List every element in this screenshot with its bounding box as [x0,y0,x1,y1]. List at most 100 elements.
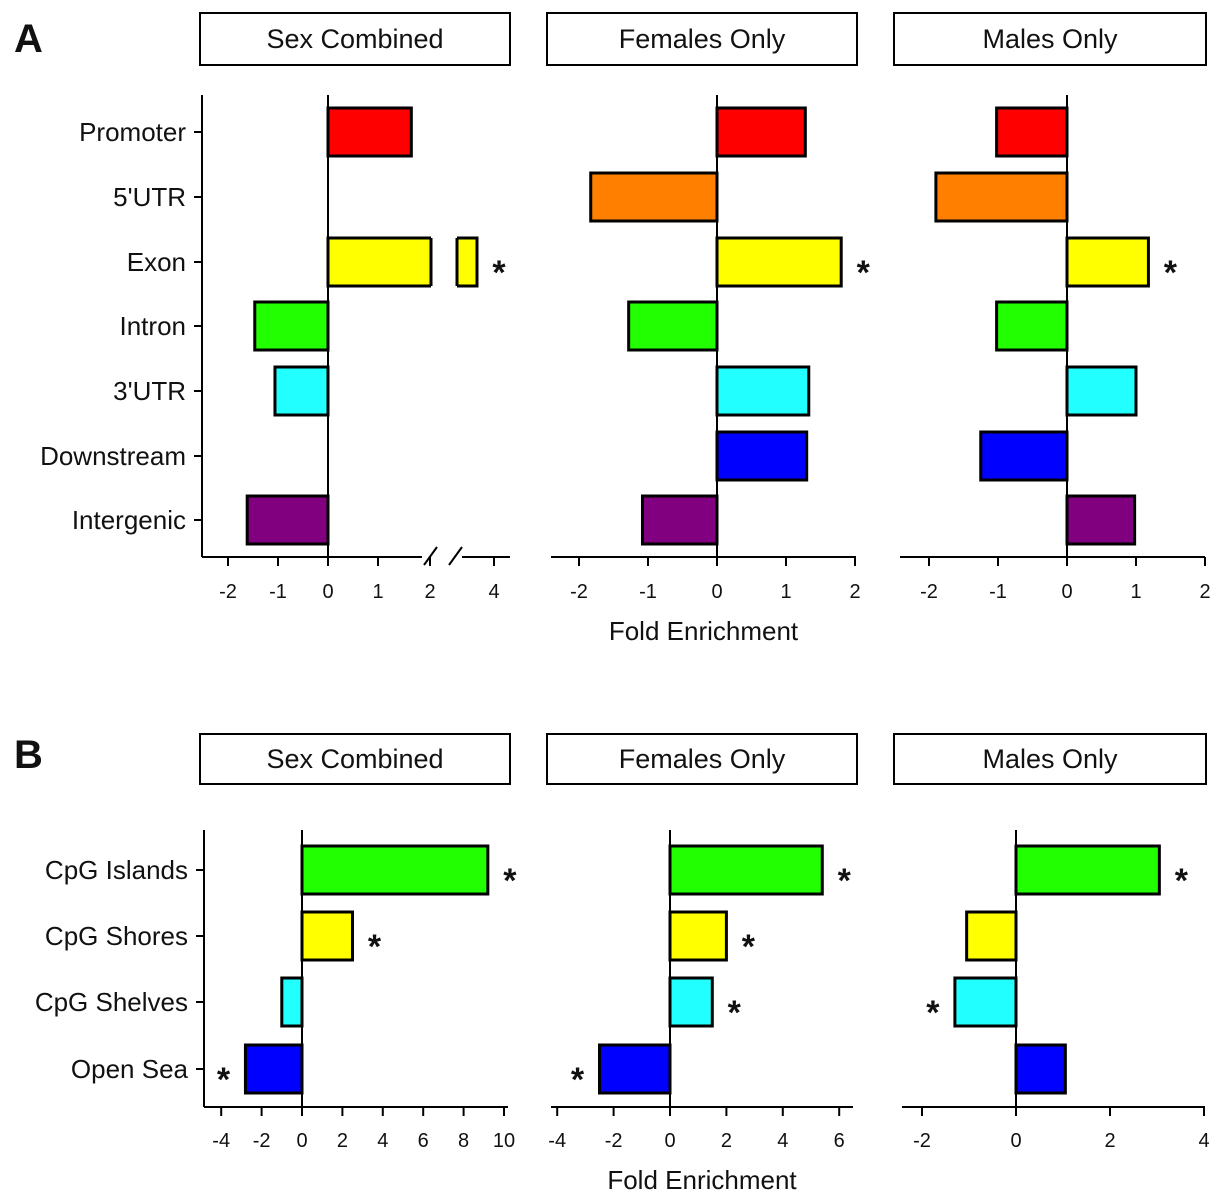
bar [1014,844,1161,896]
category-label: CpG Shelves [35,987,188,1017]
bar [995,106,1069,158]
x-tick-label: 2 [721,1130,732,1152]
x-tick-label: 2 [1199,581,1210,603]
x-tick-label: -1 [639,581,657,603]
x-tick-label: -2 [570,581,588,603]
significance-star: * [503,862,517,900]
x-tick-label: 1 [372,581,383,603]
panel-letter-a: A [14,17,43,61]
x-tick-label: 2 [1104,1130,1115,1152]
x-tick-label: 6 [418,1130,429,1152]
subplot-title-box [893,12,1207,66]
category-label: CpG Shores [45,921,188,951]
x-tick-label: 0 [322,581,333,603]
bar-break-gap [431,235,457,289]
category-label: CpG Islands [45,855,188,885]
x-tick-label: -2 [913,1130,931,1152]
x-tick-label: 2 [849,581,860,603]
significance-star: * [838,862,852,900]
category-label: Intron [120,311,187,341]
bar [668,844,824,896]
bar [326,106,413,158]
bar [979,430,1069,482]
bar [715,430,809,482]
category-label: Open Sea [71,1054,189,1084]
bar [1065,494,1137,546]
bar [715,236,843,288]
subplot-title-box [546,733,858,785]
x-tick-label: -4 [548,1130,566,1152]
subplot-title-box [546,12,858,66]
subplot-title-box [893,733,1207,785]
x-tick-label: 0 [664,1130,675,1152]
bar [300,910,354,962]
bar [965,910,1018,962]
bar [245,494,330,546]
bar [640,494,719,546]
category-label: 3'UTR [113,376,186,406]
significance-star: * [1164,254,1178,292]
bar [715,365,811,417]
x-tick-label: -2 [253,1130,271,1152]
x-tick-label: 0 [1010,1130,1021,1152]
significance-star: * [217,1061,231,1099]
subplot-title-box [199,12,511,66]
bar [1065,365,1138,417]
x-tick-label: 2 [424,581,435,603]
significance-star: * [368,928,382,966]
significance-star: * [926,994,940,1032]
x-tick-label: 4 [488,581,499,603]
category-label: 5'UTR [113,182,186,212]
bar [589,171,719,223]
category-label: Exon [127,247,186,277]
panel-letter-b: B [14,733,43,777]
x-tick-label: 8 [458,1130,469,1152]
x-tick-label: -1 [269,581,287,603]
x-tick-label: 6 [834,1130,845,1152]
category-label: Downstream [40,441,186,471]
category-label: Intergenic [72,505,186,535]
bar [598,1043,672,1095]
x-tick-label: -1 [989,581,1007,603]
subplot-title: Sex Combined [266,744,443,774]
subplot-title-box [199,733,511,785]
bar [953,976,1018,1028]
x-tick-label: 10 [493,1130,515,1152]
subplot-title: Females Only [619,24,786,54]
bar [995,300,1069,352]
x-tick-label: 0 [296,1130,307,1152]
x-tick-label: 2 [337,1130,348,1152]
x-tick-label: -2 [219,581,237,603]
x-axis-label: Fold Enrichment [609,616,799,646]
significance-star: * [492,254,506,292]
bar [253,300,330,352]
category-label: Promoter [79,117,186,147]
x-tick-label: 4 [1198,1130,1209,1152]
significance-star: * [857,254,871,292]
x-tick-label: 4 [377,1130,388,1152]
x-tick-label: -2 [605,1130,623,1152]
axis-break-mark [423,546,438,566]
x-tick-label: 1 [1130,581,1141,603]
bar [668,976,714,1028]
x-tick-label: 0 [711,581,722,603]
bar [280,976,304,1028]
x-tick-label: 0 [1061,581,1072,603]
subplot-title: Males Only [982,744,1118,774]
x-axis-label: Fold Enrichment [607,1165,797,1195]
subplot-title: Sex Combined [266,24,443,54]
subplot-title: Females Only [619,744,786,774]
bar [243,1043,304,1095]
axis-break-mark [448,546,463,566]
x-tick-label: -4 [212,1130,230,1152]
significance-star: * [571,1061,585,1099]
bar [715,106,807,158]
significance-star: * [728,994,742,1032]
x-tick-label: 4 [777,1130,788,1152]
significance-star: * [742,928,756,966]
bar [1065,236,1150,288]
bar [273,365,330,417]
bar [300,844,490,896]
bar [934,171,1069,223]
x-tick-label: 1 [780,581,791,603]
